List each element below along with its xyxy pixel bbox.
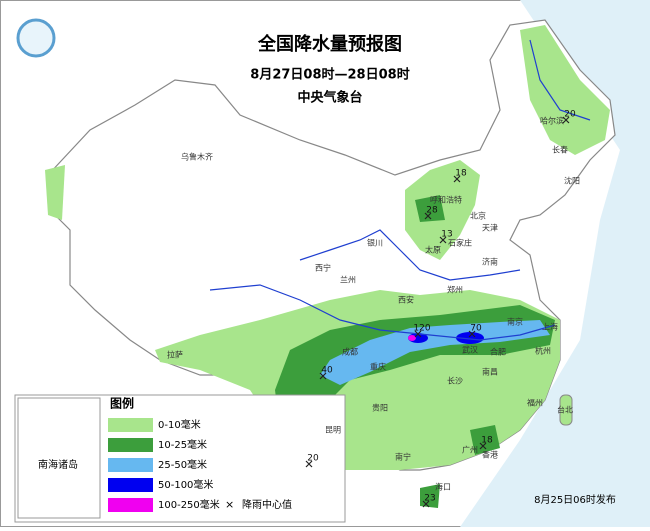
center-cross [468, 330, 476, 338]
title: 全国降水量预报图 [257, 33, 402, 55]
logo [16, 18, 56, 58]
agency: 中央气象台 [297, 90, 362, 106]
city-label: 西宁 [315, 263, 331, 273]
city-label: 沈阳 [564, 176, 580, 186]
city-label: 广州 [462, 445, 478, 455]
center-value: 20 [564, 110, 576, 120]
legend-swatch [108, 498, 153, 512]
rain-area-heavy [320, 320, 550, 385]
legend-label: 50-100毫米 [158, 478, 213, 491]
center-value: 28 [426, 206, 438, 216]
city-label: 上海 [542, 322, 558, 332]
legend-swatch [108, 438, 153, 452]
city-label: 长沙 [447, 376, 463, 386]
city-label: 长春 [552, 145, 568, 155]
center-value: 18 [455, 169, 467, 179]
city-label: 台北 [557, 405, 573, 415]
city-label: 杭州 [535, 346, 551, 356]
legend-label: 10-25毫米 [158, 438, 207, 451]
rivers [209, 39, 591, 341]
center-cross [319, 372, 327, 380]
city-label: 南昌 [482, 367, 498, 377]
center-value: 18 [481, 436, 493, 446]
city-label: 海口 [435, 482, 451, 492]
center-value: 13 [441, 230, 452, 240]
sea [460, 0, 650, 527]
city-label: 贵阳 [372, 403, 388, 413]
city-label: 武汉 [462, 345, 478, 355]
center-cross [453, 175, 461, 183]
city-label: 石家庄 [448, 238, 472, 248]
city-label: 重庆 [370, 362, 386, 372]
legend-swatch [108, 478, 153, 492]
city-label: 北京 [470, 211, 486, 221]
city-label: 济南 [482, 257, 498, 267]
rain-area-light [520, 25, 610, 155]
center-cross [562, 116, 570, 124]
center-value: 40 [321, 366, 333, 376]
city-label: 昆明 [325, 426, 341, 435]
city-label: 西安 [398, 295, 414, 305]
center-cross [439, 236, 447, 244]
center-cross [305, 460, 313, 468]
city-label: 呼和浩特 [430, 195, 462, 205]
city-label: 乌鲁木齐 [181, 152, 213, 162]
rain-centers: 18 20 28 13 120 70 40 18 20 23 [305, 110, 576, 508]
legend-swatch [108, 418, 153, 432]
center-cross [414, 330, 422, 338]
legend-label: 0-10毫米 [158, 418, 201, 431]
city-label: 香港 [482, 450, 498, 460]
city-label: 拉萨 [167, 350, 183, 360]
legend-label: 25-50毫米 [158, 458, 207, 471]
center-value: 120 [413, 324, 430, 334]
city-label: 兰州 [340, 275, 356, 285]
rain-area-storm [456, 332, 484, 344]
island [559, 394, 573, 426]
city-label: 南宁 [395, 452, 411, 462]
rain-area-light [45, 165, 65, 220]
legend-swatch [108, 458, 153, 472]
center-value: 70 [470, 324, 482, 334]
city-label: 哈尔滨 [540, 116, 564, 126]
city-label: 郑州 [447, 285, 463, 295]
inset-label: 南海诸岛 [38, 458, 78, 471]
city-label: 天津 [482, 223, 498, 233]
legend: 南海诸岛 图例 0-10毫米 10-25毫米 25-50毫米 50-100毫米 100-… [14, 394, 346, 523]
center-cross [479, 442, 487, 450]
city-label: 太原 [425, 245, 441, 255]
period: 8月27日08时—28日08时 [250, 67, 409, 83]
center-value: 23 [424, 494, 435, 504]
legend-title: 图例 [110, 396, 134, 411]
city-label: 南京 [507, 317, 523, 327]
legend-label: 100-250毫米 [158, 498, 220, 511]
city-label: 银川 [367, 238, 383, 248]
issued-note: 8月25日06时发布 [534, 493, 616, 506]
center-cross [424, 212, 432, 220]
city-label: 成都 [342, 347, 358, 357]
center-value: 20 [307, 454, 319, 464]
city-label: 福州 [527, 399, 543, 408]
center-cross [422, 500, 430, 508]
center-label: 降雨中心值 [242, 498, 292, 511]
city-label: 合肥 [490, 347, 506, 357]
inset-map [17, 397, 101, 519]
center-marker: × [225, 498, 234, 511]
rain-area-extreme [408, 335, 416, 341]
